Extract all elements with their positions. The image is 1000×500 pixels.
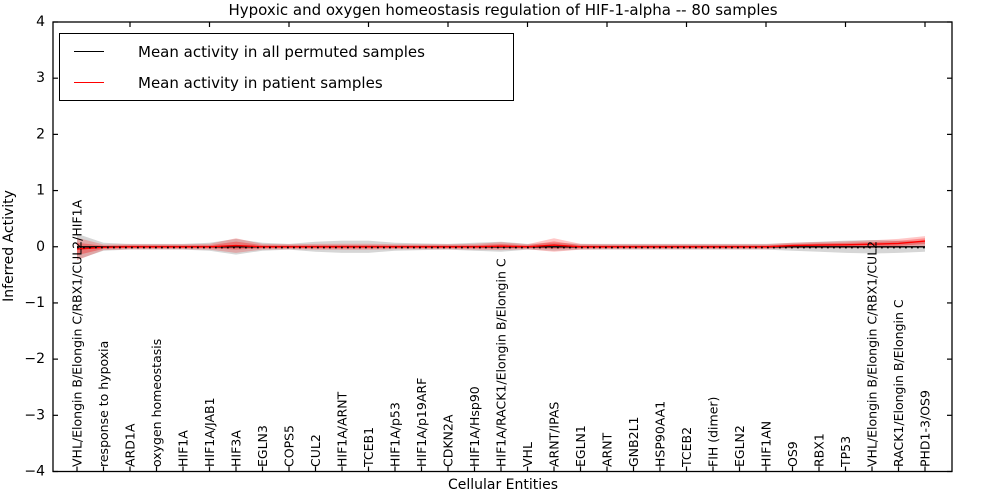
x-category-label: FIH (dimer) [706, 397, 721, 467]
x-category-label: HIF1A/JAB1 [202, 397, 217, 467]
x-category-label: VHL/Elongin B/Elongin C/RBX1/CUL2/HIF1A [70, 199, 85, 467]
legend: Mean activity in all permuted samples Me… [59, 33, 514, 101]
x-category-label: HIF1A/RACK1/Elongin B/Elongin C [494, 258, 509, 467]
x-category-label: ARD1A [123, 423, 138, 467]
x-category-label: HIF1A/Hsp90 [467, 386, 482, 467]
x-category-label: PHD1-3/OS9 [918, 390, 933, 467]
x-category-label: ARNT [600, 432, 615, 467]
x-category-label: OS9 [785, 441, 800, 467]
y-tick-label: −3 [24, 407, 45, 423]
x-category-label: HIF1A/p53 [388, 402, 403, 467]
patient-mean-line [76, 240, 926, 250]
y-tick-label: 4 [36, 14, 45, 30]
x-category-label: RBX1 [812, 433, 827, 467]
y-tick-label: −4 [24, 464, 45, 480]
x-category-label: EGLN3 [255, 425, 270, 467]
x-category-label: EGLN2 [732, 425, 747, 467]
x-category-label: COPS5 [282, 425, 297, 467]
x-category-label: HSP90AA1 [653, 401, 668, 467]
x-category-label: GNB2L1 [626, 417, 641, 467]
y-tick-label: 2 [36, 126, 45, 142]
legend-item-permuted: Mean activity in all permuted samples [60, 38, 513, 66]
y-tick-label: −2 [24, 351, 45, 367]
x-category-label: TP53 [838, 436, 853, 468]
patient-line-swatch [74, 82, 104, 83]
y-tick-label: 3 [36, 70, 45, 86]
x-category-label: HIF3A [229, 430, 244, 467]
x-category-label: oxygen homeostasis [149, 339, 164, 467]
x-category-label: HIF1A/ARNT [335, 391, 350, 467]
y-tick-label: 0 [36, 239, 45, 255]
permuted-line-swatch [74, 51, 104, 52]
x-axis-title: Cellular Entities [447, 477, 559, 493]
x-category-label: CDKN2A [441, 414, 456, 467]
legend-label-permuted: Mean activity in all permuted samples [138, 42, 425, 61]
x-category-label: ARNT/IPAS [547, 402, 562, 467]
x-category-label: TCEB2 [679, 427, 694, 468]
legend-item-patient: Mean activity in patient samples [60, 69, 513, 97]
x-category-label: VHL [520, 442, 535, 467]
x-category-label: HIF1A [176, 430, 191, 467]
chart-title: Hypoxic and oxygen homeostasis regulatio… [228, 1, 778, 19]
y-tick-label: −1 [24, 295, 45, 311]
legend-label-patient: Mean activity in patient samples [138, 73, 383, 92]
x-category-label: CUL2 [308, 434, 323, 467]
y-axis-title: Inferred Activity [1, 190, 17, 302]
x-category-label: TCEB1 [361, 427, 376, 468]
x-category-label: response to hypoxia [96, 341, 111, 467]
x-category-label: HIF1AN [759, 421, 774, 467]
x-category-label: HIF1A/p19ARF [414, 378, 429, 467]
y-tick-label: 1 [36, 183, 45, 199]
x-category-label: RACK1/Elongin B/Elongin C [891, 299, 906, 467]
patient-std-band-outer [77, 236, 925, 261]
x-category-label: VHL/Elongin B/Elongin C/RBX1/CUL2 [865, 241, 880, 467]
x-category-label: EGLN1 [573, 425, 588, 467]
